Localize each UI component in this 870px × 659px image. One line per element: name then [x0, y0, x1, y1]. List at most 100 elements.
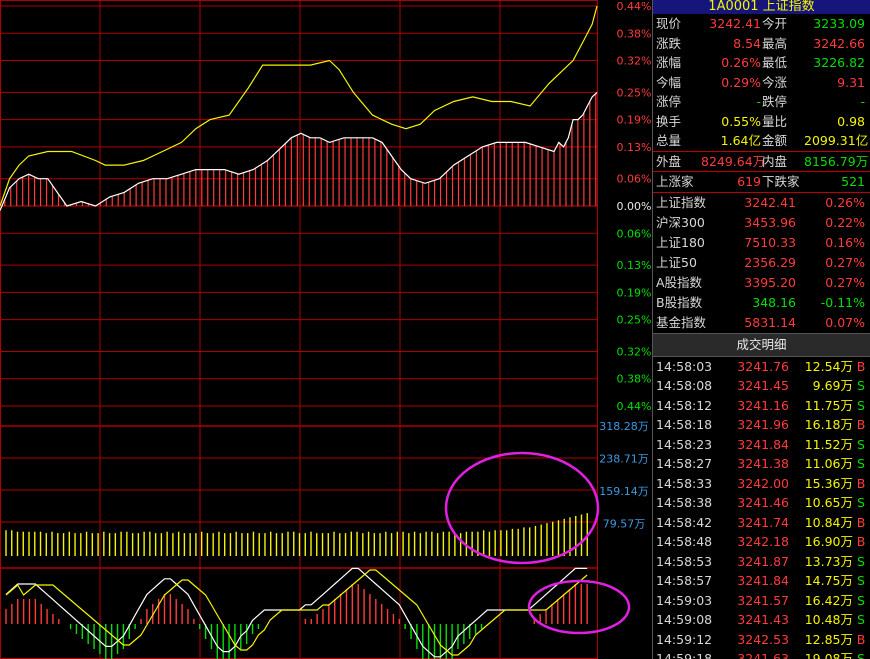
intraday-chart[interactable]: 0.44% 0.38% 0.32% 0.25% 0.19% 0.13% 0.06% 0.00%…	[0, 0, 652, 659]
decliners-value: 521	[841, 174, 865, 189]
trade-side: S	[857, 456, 865, 471]
trade-row: 14:58:03 3241.76 12.54万 B	[653, 357, 870, 377]
quote-value: 3233.09	[813, 16, 865, 31]
trade-side: B	[856, 358, 866, 374]
quote-label: 金额	[762, 133, 788, 148]
index-row[interactable]: A股指数 3395.20 0.27%	[653, 273, 870, 293]
trade-side: S	[857, 592, 865, 608]
inner-label: 内盘	[762, 153, 788, 169]
trade-price: 3241.76	[737, 358, 789, 374]
trade-detail-list[interactable]: 14:58:03 3241.76 12.54万 B 14:58:08 3241.45 9.6…	[653, 357, 870, 659]
volume-axis-label: 238.71万	[599, 453, 649, 466]
price-axis-labels: 0.44% 0.38% 0.32% 0.25% 0.19% 0.13% 0.06% 0.00%…	[617, 0, 652, 413]
average-price-line	[0, 5, 598, 207]
trade-price: 3241.43	[737, 612, 789, 627]
trade-time: 14:58:27	[656, 456, 713, 471]
price-axis-label: 0.32%	[617, 55, 652, 68]
advancers-value: 619	[737, 174, 761, 189]
index-name: A股指数	[656, 274, 703, 290]
index-row[interactable]: B股指数 348.16 -0.11%	[653, 293, 870, 313]
volume-bars	[5, 513, 588, 556]
trade-detail-title[interactable]: 成交明细	[653, 332, 870, 357]
trade-side: S	[857, 553, 865, 569]
price-axis-label: 0.13%	[617, 259, 652, 272]
trade-price: 3241.16	[737, 397, 789, 413]
trade-volume: 10.84万	[804, 514, 853, 530]
quote-label: 换手	[656, 113, 682, 129]
quote-row: 现价 3242.41 今开 3233.09	[653, 14, 870, 34]
quote-table: 现价 3242.41 今开 3233.09 涨跌 8.54 最高 3242.66 涨幅 0.26%…	[653, 14, 870, 151]
trade-volume: 16.18万	[804, 417, 853, 432]
trade-row: 14:58:23 3241.84 11.52万 S	[653, 435, 870, 455]
index-name: 上证指数	[656, 194, 707, 210]
trade-row: 14:58:33 3242.00 15.36万 B	[653, 474, 870, 494]
trade-time: 14:58:38	[656, 495, 713, 510]
macd-histogram	[5, 584, 588, 659]
trade-price: 3241.96	[737, 417, 789, 432]
index-name: B股指数	[656, 294, 703, 310]
price-axis-label: 0.44%	[617, 0, 652, 13]
trade-price: 3241.46	[737, 495, 789, 510]
trade-side: B	[856, 475, 866, 491]
index-row[interactable]: 沪深300 3453.96 0.22%	[653, 213, 870, 233]
price-axis-label: 0.06%	[617, 227, 652, 240]
trade-time: 14:59:03	[656, 592, 713, 608]
quote-label: 现价	[656, 16, 682, 31]
trade-time: 14:58:08	[656, 378, 713, 393]
index-row[interactable]: 上证指数 3242.41 0.26%	[653, 193, 870, 213]
trade-side: B	[856, 417, 866, 432]
index-name: 上证50	[656, 254, 697, 270]
trade-row: 14:58:08 3241.45 9.69万 S	[653, 376, 870, 396]
index-change: 0.22%	[825, 214, 865, 230]
price-line	[0, 91, 598, 211]
quote-row: 今幅 0.29% 今涨 9.31	[653, 73, 870, 93]
index-change: 0.27%	[825, 274, 865, 290]
quote-label: 今幅	[656, 74, 682, 90]
price-axis-label: 0.13%	[617, 141, 652, 154]
quote-value: 2099.31亿	[804, 133, 869, 148]
trade-side: S	[857, 378, 865, 393]
quote-value: 0.29%	[721, 74, 761, 90]
trade-row: 14:58:53 3241.87 13.73万 S	[653, 552, 870, 572]
outer-value: 8249.64万	[701, 153, 766, 169]
macd-highlight-circle	[527, 579, 631, 635]
outer-label: 外盘	[656, 153, 682, 169]
quote-label: 量比	[762, 113, 788, 129]
trade-price: 3241.45	[737, 378, 789, 393]
trade-side: S	[857, 397, 865, 413]
quote-value: 1.64亿	[720, 133, 761, 148]
index-change: 0.07%	[825, 314, 865, 330]
index-name: 沪深300	[656, 214, 705, 230]
price-axis-label: 0.25%	[617, 86, 652, 99]
trade-price: 3241.63	[737, 651, 789, 659]
index-row[interactable]: 上证50 2356.29 0.27%	[653, 253, 870, 273]
index-row[interactable]: 上证180 7510.33 0.16%	[653, 233, 870, 253]
price-axis-label: 0.00%	[617, 200, 652, 213]
trade-volume: 14.75万	[804, 573, 853, 588]
chart-frame	[0, 0, 598, 659]
trade-row: 14:58:18 3241.96 16.18万 B	[653, 415, 870, 435]
index-price: 3453.96	[744, 214, 796, 230]
quote-panel: 1A0001 上证指数 现价 3242.41 今开 3233.09 涨跌 8.54 最高 32…	[652, 0, 870, 659]
quote-value: -	[756, 94, 761, 109]
index-change: 0.16%	[825, 234, 865, 250]
decliners-label: 下跌家	[762, 174, 800, 189]
inner-value: 8156.79万	[804, 153, 869, 169]
trade-volume: 11.52万	[804, 436, 853, 452]
price-histogram	[4, 93, 597, 206]
index-price: 7510.33	[744, 234, 796, 250]
price-axis-label: 0.44%	[617, 400, 652, 413]
trade-side: S	[857, 651, 865, 659]
trade-time: 14:59:08	[656, 612, 713, 627]
quote-value: 3242.66	[813, 35, 865, 51]
quote-row: 换手 0.55% 量比 0.98	[653, 112, 870, 132]
trade-row: 14:59:03 3241.57 16.42万 S	[653, 591, 870, 611]
index-price: 348.16	[752, 294, 796, 310]
trade-side: B	[856, 631, 866, 647]
advancers-label: 上涨家	[656, 174, 694, 189]
index-row[interactable]: 基金指数 5831.14 0.07%	[653, 313, 870, 333]
quote-value: 8.54	[733, 35, 761, 51]
volume-axis-labels: 318.28万 238.71万 159.14万 79.57万	[599, 420, 649, 531]
quote-value: 0.98	[837, 113, 865, 129]
trade-price: 3241.74	[737, 514, 789, 530]
